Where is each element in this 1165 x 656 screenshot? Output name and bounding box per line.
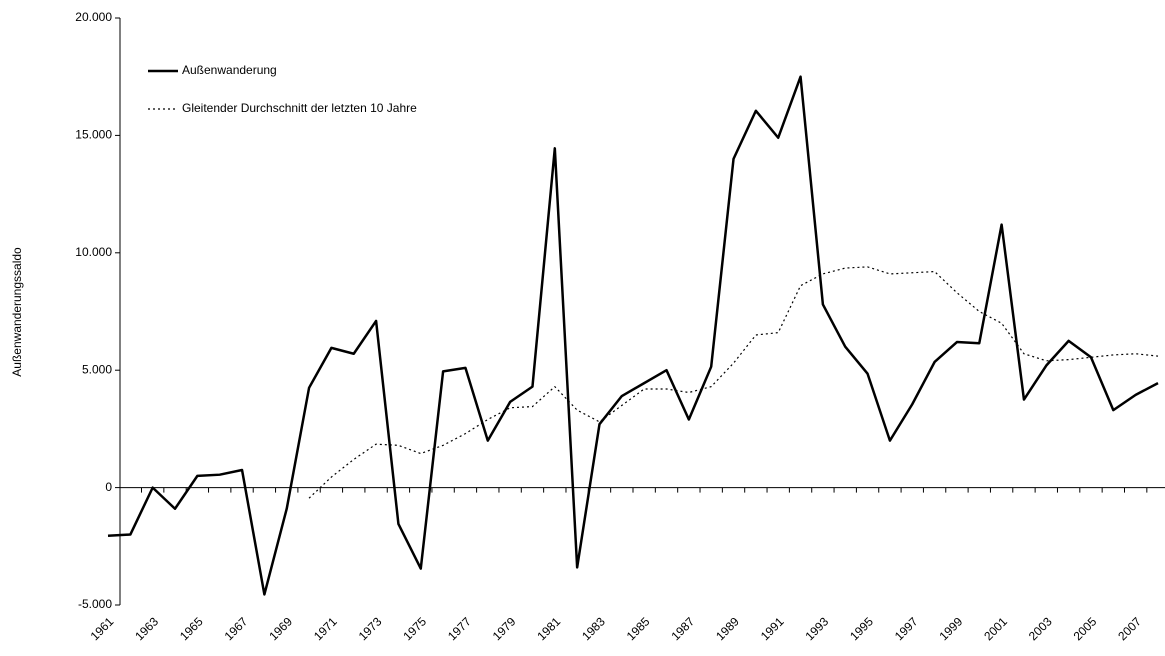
y-tick-label: 15.000 (75, 128, 112, 142)
x-tick-label: 1999 (937, 614, 966, 643)
x-tick-label: 2003 (1026, 614, 1055, 643)
y-tick-label: 5.000 (82, 362, 112, 376)
x-tick-label: 1973 (356, 614, 385, 643)
y-axis-label: Außenwanderungssaldo (10, 247, 24, 377)
x-tick-label: 1963 (132, 614, 161, 643)
x-tick-label: 1991 (758, 614, 787, 643)
x-tick-label: 1997 (892, 614, 921, 643)
y-tick-label: 20.000 (75, 10, 112, 24)
y-tick-label: 10.000 (75, 245, 112, 259)
x-tick-label: 1977 (445, 614, 474, 643)
x-tick-label: 1975 (400, 614, 429, 643)
series-line (308, 266, 1159, 499)
x-tick-label: 1965 (177, 614, 206, 643)
x-tick-label: 1987 (668, 614, 697, 643)
x-tick-label: 1981 (534, 614, 563, 643)
x-tick-label: 1971 (311, 614, 340, 643)
x-tick-label: 1961 (88, 614, 117, 643)
x-tick-label: 2007 (1115, 614, 1144, 643)
x-tick-label: 2001 (981, 614, 1010, 643)
x-tick-label: 1983 (579, 614, 608, 643)
series-line (107, 75, 1159, 596)
legend-label: Gleitender Durchschnitt der letzten 10 J… (182, 101, 417, 115)
x-tick-label: 1967 (222, 614, 251, 643)
legend-label: Außenwanderung (182, 63, 277, 77)
y-tick-label: 0 (105, 480, 112, 494)
x-tick-label: 1995 (847, 614, 876, 643)
x-tick-label: 2005 (1071, 614, 1100, 643)
x-tick-label: 1969 (266, 614, 295, 643)
x-tick-label: 1985 (624, 614, 653, 643)
y-tick-label: -5.000 (78, 597, 112, 611)
x-tick-label: 1989 (713, 614, 742, 643)
x-tick-label: 1993 (802, 614, 831, 643)
x-tick-label: 1979 (490, 614, 519, 643)
